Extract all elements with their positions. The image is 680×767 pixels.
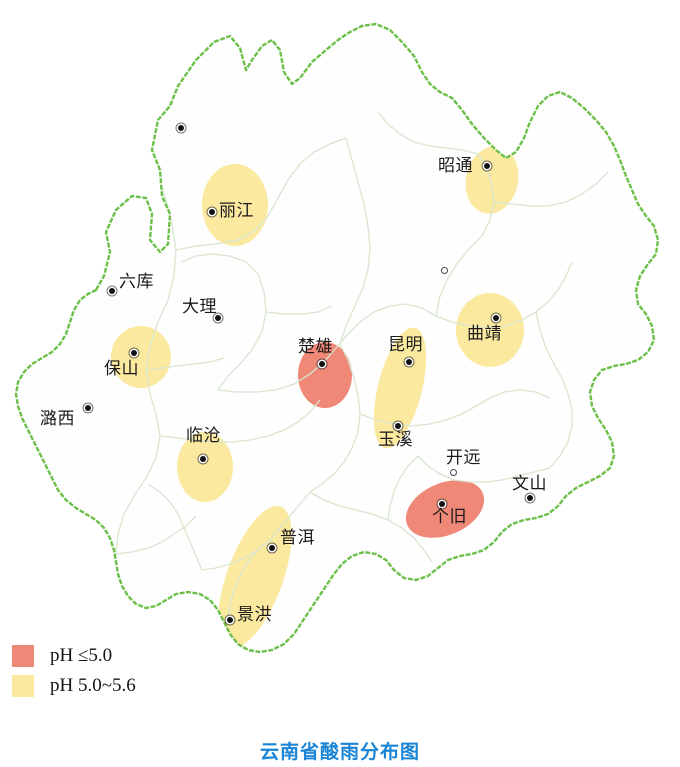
- legend-swatch-ph-le-5-0: [12, 645, 34, 667]
- city-dot-kaiyuan[interactable]: [450, 469, 457, 476]
- zone-chuxiong: [298, 342, 352, 408]
- city-label-liuku[interactable]: 六库: [119, 272, 154, 292]
- city-label-jinghong[interactable]: 景洪: [237, 605, 272, 625]
- zone-gejiu: [405, 480, 485, 538]
- city-dot-wenshan[interactable]: [527, 495, 533, 501]
- city-dot-gejiu[interactable]: [439, 501, 445, 507]
- city-label-chuxiong[interactable]: 楚雄: [298, 337, 333, 357]
- legend-item-ph-5-0-to-5-6: pH 5.0~5.6: [12, 671, 252, 701]
- city-label-lijiang[interactable]: 丽江: [219, 201, 254, 221]
- city-label-gejiu[interactable]: 个旧: [432, 507, 467, 527]
- city-dot-jinghong[interactable]: [227, 617, 233, 623]
- page-title: 云南省酸雨分布图: [259, 741, 420, 763]
- legend-item-ph-le-5-0: pH ≤5.0: [12, 641, 252, 671]
- city-dot-lijiang[interactable]: [209, 209, 215, 215]
- zone-kunming-yuxi: [373, 327, 427, 449]
- legend-label-ph-5-0-to-5-6: pH 5.0~5.6: [50, 675, 136, 696]
- city-label-wenshan[interactable]: 文山: [512, 474, 547, 494]
- city-label-kaiyuan[interactable]: 开远: [446, 448, 481, 468]
- acid-rain-zones: [111, 146, 524, 649]
- province-landmass: [16, 24, 658, 652]
- city-label-lincang[interactable]: 临沧: [186, 426, 221, 446]
- province-border: [14, 22, 660, 654]
- city-dot-north-station: [178, 125, 184, 131]
- city-label-puer[interactable]: 普洱: [280, 528, 315, 548]
- zone-puer-jinghong: [218, 505, 292, 649]
- city-label-qujing[interactable]: 曲靖: [467, 324, 502, 344]
- city-dot-chuxiong[interactable]: [319, 361, 325, 367]
- city-dot-liuku[interactable]: [109, 288, 115, 294]
- legend-label-ph-le-5-0: pH ≤5.0: [50, 645, 113, 666]
- city-label-yuxi[interactable]: 玉溪: [378, 430, 413, 450]
- city-dot-lincang[interactable]: [200, 456, 206, 462]
- city-dot-kunming[interactable]: [406, 359, 412, 365]
- city-label-zhaotong[interactable]: 昭通: [438, 156, 473, 176]
- legend-swatch-ph-5-0-to-5-6: [12, 675, 34, 697]
- city-dot-baoshan[interactable]: [131, 350, 137, 356]
- city-dot-dongchuan-station: [441, 267, 448, 274]
- prefecture-boundaries: [115, 111, 609, 619]
- zone-lincang: [177, 432, 233, 502]
- zone-baoshan: [111, 326, 171, 388]
- city-label-kunming[interactable]: 昆明: [388, 335, 423, 355]
- zone-zhaotong: [465, 146, 519, 214]
- city-dot-zhaotong[interactable]: [484, 163, 490, 169]
- city-dot-puer[interactable]: [269, 545, 275, 551]
- city-dot-qujing[interactable]: [493, 315, 499, 321]
- city-label-dali[interactable]: 大理: [182, 297, 217, 317]
- zone-lijiang: [202, 164, 268, 246]
- city-label-baoshan[interactable]: 保山: [104, 359, 139, 379]
- city-label-luxi[interactable]: 潞西: [40, 409, 75, 429]
- city-dot-yuxi[interactable]: [395, 423, 401, 429]
- legend: pH ≤5.0 pH 5.0~5.6: [12, 641, 252, 701]
- city-dot-dali[interactable]: [215, 315, 221, 321]
- zone-qujing: [456, 293, 524, 367]
- city-dot-luxi[interactable]: [85, 405, 91, 411]
